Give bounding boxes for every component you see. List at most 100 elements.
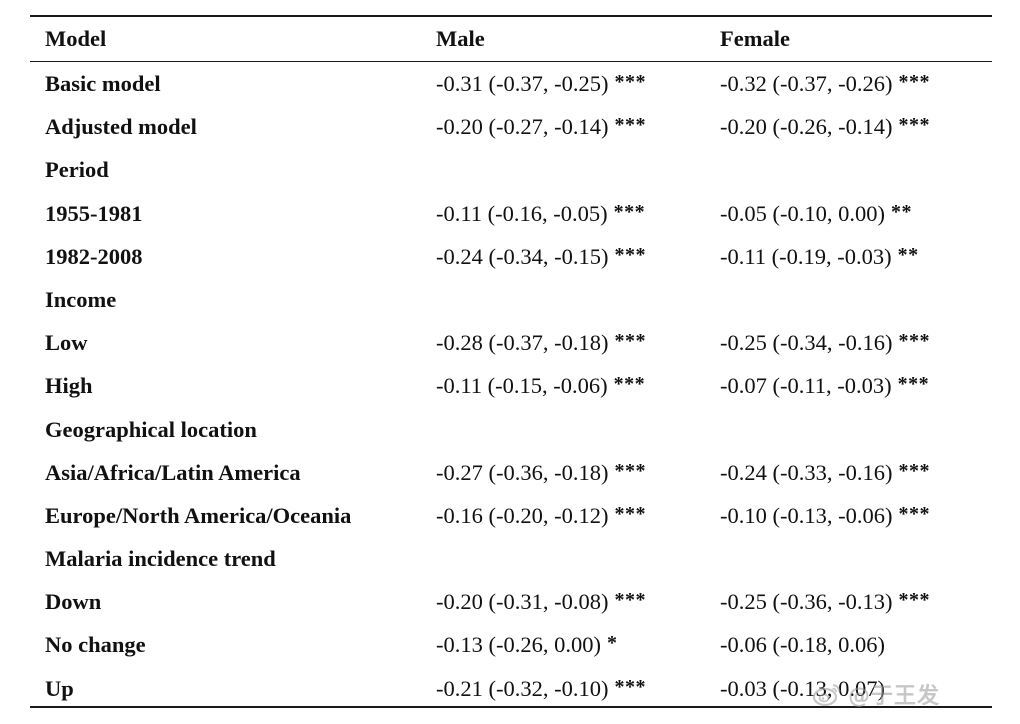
- female-significance: ***: [897, 373, 930, 396]
- female-cell: -0.06 (-0.18, 0.06): [720, 623, 891, 668]
- row-label: 1955-1981: [45, 200, 143, 226]
- male-cell: [436, 278, 442, 323]
- male-cell: [436, 537, 442, 582]
- table-row: 1955-1981 -0.11 (-0.16, -0.05) *** -0.05 (-…: [30, 192, 992, 235]
- female-significance: **: [890, 200, 912, 223]
- row-label: Asia/Africa/Latin America: [45, 459, 301, 485]
- female-cell: -0.10 (-0.13, -0.06) ***: [720, 494, 930, 539]
- female-estimate: -0.32 (-0.37, -0.26): [720, 71, 893, 96]
- watermark: @于王发: [812, 676, 1012, 712]
- female-significance: ***: [898, 114, 930, 137]
- female-cell: -0.24 (-0.33, -0.16) ***: [720, 451, 930, 496]
- table-row: Adjusted model -0.20 (-0.27, -0.14) *** -0.…: [30, 105, 992, 148]
- female-significance: ***: [898, 502, 930, 525]
- male-estimate: -0.28 (-0.37, -0.18): [436, 330, 609, 356]
- row-label: Up: [45, 675, 74, 701]
- female-cell: -0.07 (-0.11, -0.03) ***: [720, 364, 929, 409]
- male-estimate: -0.20 (-0.31, -0.08): [436, 589, 609, 615]
- female-cell: [720, 408, 726, 453]
- male-estimate: -0.27 (-0.36, -0.18): [436, 459, 609, 485]
- male-cell: [436, 408, 442, 453]
- row-label: Down: [45, 589, 102, 615]
- row-label: Period: [45, 157, 109, 183]
- row-label: No change: [45, 632, 146, 658]
- male-significance: *: [606, 632, 618, 655]
- female-cell: [720, 278, 726, 323]
- female-estimate: -0.20 (-0.26, -0.14): [720, 114, 893, 140]
- female-significance: ***: [898, 330, 930, 353]
- table-row: No change -0.13 (-0.26, 0.00) * -0.06 (-0.1…: [30, 623, 992, 666]
- male-cell: -0.31 (-0.37, -0.25) ***: [436, 62, 646, 107]
- female-estimate: -0.06 (-0.18, 0.06): [720, 632, 885, 658]
- row-label: 1982-2008: [45, 243, 143, 269]
- header-male: Male: [436, 26, 485, 51]
- table-bottom-rule: [30, 706, 992, 708]
- row-label: Geographical location: [45, 416, 257, 442]
- table-header-rule: [30, 61, 992, 62]
- male-cell: -0.11 (-0.15, -0.06) ***: [436, 364, 645, 409]
- female-estimate: -0.03 (-0.13, 0.07): [720, 675, 885, 701]
- female-estimate: -0.10 (-0.13, -0.06): [720, 502, 893, 528]
- male-significance: ***: [614, 502, 646, 525]
- table-row: Down -0.20 (-0.31, -0.08) *** -0.25 (-0.36,…: [30, 580, 992, 623]
- table-row: Up -0.21 (-0.32, -0.10) *** -0.03 (-0.13, 0…: [30, 667, 992, 710]
- male-significance: ***: [614, 114, 646, 137]
- female-cell: -0.03 (-0.13, 0.07): [720, 667, 891, 712]
- table-row: High -0.11 (-0.15, -0.06) *** -0.07 (-0.11,…: [30, 364, 992, 407]
- male-estimate: -0.31 (-0.37, -0.25): [436, 71, 609, 96]
- male-cell: -0.21 (-0.32, -0.10) ***: [436, 667, 646, 712]
- male-cell: -0.20 (-0.31, -0.08) ***: [436, 580, 646, 625]
- female-estimate: -0.11 (-0.19, -0.03): [720, 243, 892, 269]
- table-row: Malaria incidence trend: [30, 537, 992, 580]
- female-significance: ***: [898, 459, 930, 482]
- male-significance: ***: [614, 459, 646, 482]
- male-estimate: -0.11 (-0.16, -0.05): [436, 200, 608, 226]
- male-cell: -0.28 (-0.37, -0.18) ***: [436, 321, 646, 366]
- male-significance: ***: [613, 200, 646, 223]
- table-top-rule: [30, 15, 992, 17]
- row-label: Malaria incidence trend: [45, 546, 276, 572]
- weibo-logo-icon: [812, 684, 841, 707]
- table-row: Basic model -0.31 (-0.37, -0.25) *** -0.32 …: [30, 62, 992, 105]
- male-estimate: -0.16 (-0.20, -0.12): [436, 502, 609, 528]
- row-label: Income: [45, 286, 117, 312]
- table-row: Low -0.28 (-0.37, -0.18) *** -0.25 (-0.34, …: [30, 321, 992, 364]
- female-significance: **: [897, 243, 919, 266]
- table-row: 1982-2008 -0.24 (-0.34, -0.15) *** -0.11 (-…: [30, 235, 992, 278]
- female-estimate: -0.25 (-0.34, -0.16): [720, 330, 893, 356]
- female-cell: [720, 148, 726, 193]
- table-body: Basic model -0.31 (-0.37, -0.25) *** -0.32 …: [30, 62, 992, 710]
- table-row: Asia/Africa/Latin America -0.27 (-0.36, -…: [30, 451, 992, 494]
- row-label: Europe/North America/Oceania: [45, 502, 352, 528]
- female-cell: -0.20 (-0.26, -0.14) ***: [720, 105, 930, 150]
- male-cell: [436, 148, 442, 193]
- row-label: Adjusted model: [45, 114, 197, 140]
- row-label: High: [45, 373, 93, 399]
- female-significance: ***: [898, 589, 930, 612]
- header-model: Model: [45, 26, 107, 51]
- female-estimate: -0.07 (-0.11, -0.03): [720, 373, 892, 399]
- male-significance: ***: [614, 243, 646, 266]
- male-estimate: -0.24 (-0.34, -0.15): [436, 243, 609, 269]
- male-estimate: -0.20 (-0.27, -0.14): [436, 114, 609, 140]
- watermark-text: @于王发: [848, 684, 941, 709]
- table-row: Income: [30, 278, 992, 321]
- female-cell: [720, 537, 726, 582]
- female-cell: -0.05 (-0.10, 0.00) **: [720, 192, 912, 237]
- header-female: Female: [720, 26, 790, 51]
- female-cell: -0.11 (-0.19, -0.03) **: [720, 235, 919, 280]
- female-cell: -0.32 (-0.37, -0.26) ***: [720, 62, 930, 107]
- female-estimate: -0.24 (-0.33, -0.16): [720, 459, 893, 485]
- female-estimate: -0.05 (-0.10, 0.00): [720, 200, 885, 226]
- table-row: Geographical location: [30, 408, 992, 451]
- male-cell: -0.11 (-0.16, -0.05) ***: [436, 192, 645, 237]
- table-bottom-rule-wrap: [30, 706, 992, 708]
- male-estimate: -0.21 (-0.32, -0.10): [436, 675, 609, 701]
- results-table: Model Male Female Basic model -0.31 (-0.3…: [30, 15, 992, 710]
- male-significance: ***: [614, 330, 646, 353]
- table-row: Period: [30, 148, 992, 191]
- female-significance: ***: [898, 71, 930, 93]
- table-row: Europe/North America/Oceania -0.16 (-0.20…: [30, 494, 992, 537]
- male-estimate: -0.11 (-0.15, -0.06): [436, 373, 608, 399]
- table-header-row: Model Male Female: [30, 17, 992, 61]
